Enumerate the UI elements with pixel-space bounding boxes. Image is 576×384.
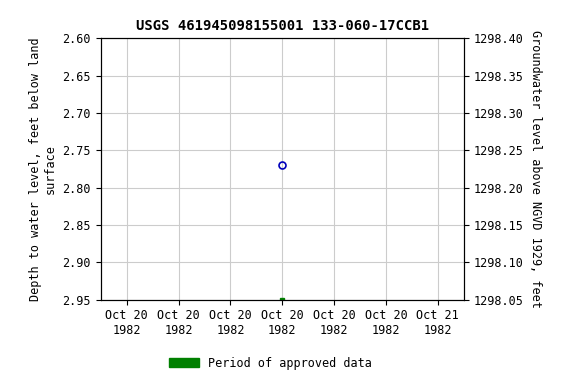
Title: USGS 461945098155001 133-060-17CCB1: USGS 461945098155001 133-060-17CCB1 — [136, 19, 429, 33]
Y-axis label: Depth to water level, feet below land
surface: Depth to water level, feet below land su… — [29, 37, 57, 301]
Legend: Period of approved data: Period of approved data — [165, 352, 377, 374]
Y-axis label: Groundwater level above NGVD 1929, feet: Groundwater level above NGVD 1929, feet — [529, 30, 542, 308]
